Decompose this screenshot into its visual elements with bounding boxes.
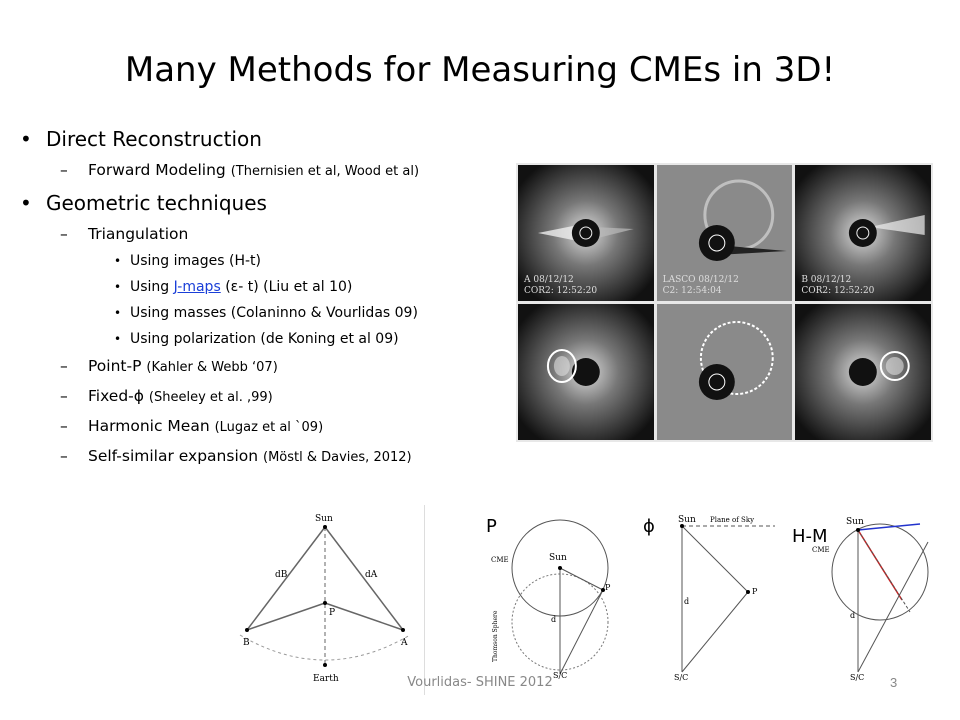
bullet-harmonic-mean: – Harmonic Mean (Lugaz et al `09) (60, 417, 324, 435)
bullet-using-jmaps: Using J-maps (ε- t) (Liu et al 10) (18, 277, 508, 297)
forward-modeling-ref: (Thernisien et al, Wood et al) (230, 164, 420, 179)
point-p-diagram: Sun CME P d S/C Thomson Sphere (485, 512, 615, 682)
panel-a-label: A 08/12/12 COR2: 12:52:20 (524, 275, 598, 296)
bullet-geometric-techniques: Geometric techniques (18, 189, 508, 217)
coronagraph-panel-a-top: A 08/12/12 COR2: 12:52:20 (518, 165, 654, 301)
svg-text:A: A (400, 638, 408, 648)
svg-text:Sun: Sun (315, 514, 333, 524)
svg-text:B: B (243, 638, 250, 648)
bullet-direct-reconstruction: Direct Reconstruction (18, 125, 508, 153)
bullet-point-p: – Point-P (Kahler & Webb ‘07) (60, 357, 278, 375)
harmonic-mean-tag: H-M (792, 526, 828, 547)
bullet-using-images: Using images (H-t) (18, 251, 508, 271)
coronagraph-panel-b-top: B 08/12/12 COR2: 12:52:20 (795, 165, 931, 301)
bullet-forward-modeling: – Forward Modeling (Thernisien et al, Wo… (60, 161, 420, 179)
slide-title: Many Methods for Measuring CMEs in 3D! (124, 50, 836, 90)
svg-text:S/C: S/C (553, 671, 567, 680)
coronagraph-image-grid: A 08/12/12 COR2: 12:52:20 LASCO 08/12/12 C… (516, 163, 933, 442)
fixed-phi-diagram: Sun Plane of Sky P d S/C (670, 512, 780, 682)
svg-text:S/C: S/C (674, 673, 688, 682)
svg-text:dA: dA (365, 570, 378, 580)
svg-text:d: d (684, 597, 689, 606)
svg-text:Sun: Sun (846, 517, 864, 527)
svg-text:CME: CME (491, 556, 509, 564)
fixed-phi-tag: ϕ (643, 516, 655, 537)
bullet-triangulation: – Triangulation (60, 225, 189, 243)
triangulation-diagram: Sun P B A Earth dB dA (225, 505, 420, 685)
svg-text:dB: dB (275, 570, 288, 580)
coronagraph-panel-lasco-top: LASCO 08/12/12 C2: 12:54:04 (656, 165, 793, 301)
bullet-using-polarization: Using polarization (de Koning et al 09) (18, 329, 508, 349)
svg-text:P: P (329, 608, 335, 618)
bullet-list: Direct Reconstruction – Forward Modeling… (18, 125, 508, 475)
harmonic-mean-diagram: Sun CME d S/C (810, 512, 940, 682)
coronagraph-panel-b-bottom (795, 304, 931, 440)
svg-text:Earth: Earth (313, 674, 339, 684)
panel-b-label: B 08/12/12 COR2: 12:52:20 (801, 275, 875, 296)
slide-footer: Vourlidas- SHINE 2012 (407, 675, 553, 690)
coronagraph-panel-lasco-bottom (656, 304, 793, 440)
svg-text:Thomson Sphere: Thomson Sphere (492, 610, 499, 662)
svg-text:S/C: S/C (850, 673, 864, 682)
svg-text:Plane of Sky: Plane of Sky (710, 516, 754, 524)
svg-text:Sun: Sun (549, 553, 567, 563)
page-number: 3 (890, 675, 898, 690)
svg-text:d: d (850, 611, 855, 620)
svg-text:d: d (551, 615, 556, 624)
svg-text:Sun: Sun (678, 515, 696, 525)
panel-lasco-label: LASCO 08/12/12 C2: 12:54:04 (662, 275, 739, 296)
point-p-tag: P (486, 516, 497, 537)
svg-text:P: P (605, 583, 611, 592)
svg-text:CME: CME (812, 546, 830, 554)
bullet-fixed-phi: – Fixed-ϕ (Sheeley et al. ,99) (60, 387, 273, 405)
bullet-self-similar: – Self-similar expansion (Möstl & Davies… (60, 447, 412, 465)
coronagraph-panel-a-bottom (518, 304, 654, 440)
svg-text:P: P (752, 587, 758, 596)
forward-modeling-label: Forward Modeling (88, 161, 226, 179)
diagram-divider (424, 505, 425, 695)
jmaps-link[interactable]: J-maps (173, 279, 221, 295)
triangulation-label: Triangulation (88, 225, 189, 243)
bullet-using-masses: Using masses (Colaninno & Vourlidas 09) (18, 303, 508, 323)
